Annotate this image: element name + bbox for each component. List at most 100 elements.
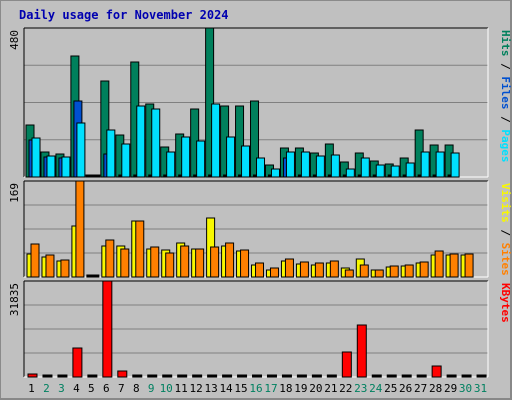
x-tick-label-day-24: 24 xyxy=(369,382,383,395)
bar-kbytes-kbytes-day-29 xyxy=(446,374,457,378)
bar-hits-files-pages-pages-day-12 xyxy=(196,140,206,178)
x-tick-label-day-20: 20 xyxy=(309,382,322,395)
bar-hits-files-pages-pages-day-4 xyxy=(76,122,86,178)
bar-visits-sites-sites-day-5 xyxy=(90,274,100,278)
legend-separator: / xyxy=(499,223,512,243)
bar-kbytes-kbytes-day-26 xyxy=(401,374,412,378)
bar-visits-sites-sites-day-27 xyxy=(419,261,429,278)
bar-visits-sites-sites-day-12 xyxy=(195,248,205,278)
bar-hits-files-pages-pages-day-5 xyxy=(91,174,101,178)
x-tick-label-day-28: 28 xyxy=(429,382,442,395)
bar-kbytes-kbytes-day-13 xyxy=(207,374,218,378)
legend-separator: / xyxy=(499,57,512,77)
x-tick-label-day-5: 5 xyxy=(88,382,95,395)
x-tick-label-day-30: 30 xyxy=(459,382,472,395)
bar-visits-sites-sites-day-11 xyxy=(180,245,190,278)
legend-hits: Hits xyxy=(499,30,512,57)
bar-kbytes-kbytes-day-12 xyxy=(192,374,203,378)
x-tick-label-day-19: 19 xyxy=(294,382,307,395)
bar-hits-files-pages-pages-day-19 xyxy=(300,151,310,178)
bar-hits-files-pages-pages-day-15 xyxy=(241,145,251,178)
bar-visits-sites-sites-day-4 xyxy=(75,180,85,278)
x-tick-label-day-3: 3 xyxy=(58,382,65,395)
chart-title: Daily usage for November 2024 xyxy=(19,8,229,22)
bar-hits-files-pages-pages-day-29 xyxy=(450,152,460,178)
bar-hits-files-pages-pages-day-16 xyxy=(256,157,266,178)
bar-kbytes-kbytes-day-2 xyxy=(42,374,53,378)
bar-hits-files-pages-pages-day-23 xyxy=(360,157,370,178)
panel-hits-files-pages-max-label: 480 xyxy=(8,30,21,50)
panel-hits-files-pages-legend: Hits / Files / Pages xyxy=(499,30,512,163)
bar-kbytes-kbytes-day-23 xyxy=(356,324,367,378)
bar-visits-sites-sites-day-21 xyxy=(329,260,339,278)
bar-kbytes-kbytes-day-6 xyxy=(102,280,113,378)
legend-files: Files xyxy=(499,76,512,109)
bar-kbytes-kbytes-day-18 xyxy=(281,374,292,378)
bar-kbytes-kbytes-day-4 xyxy=(72,347,83,378)
bar-visits-sites-sites-day-24 xyxy=(374,269,384,278)
x-tick-label-day-12: 12 xyxy=(190,382,203,395)
x-tick-label-day-29: 29 xyxy=(444,382,457,395)
x-tick-label-day-23: 23 xyxy=(354,382,367,395)
bar-hits-files-pages-pages-day-13 xyxy=(211,103,221,178)
x-tick-label-day-4: 4 xyxy=(73,382,80,395)
panel-kbytes-legend: KBytes xyxy=(499,283,512,323)
x-tick-label-day-1: 1 xyxy=(28,382,35,395)
legend-visits: Visits xyxy=(499,183,512,223)
bar-visits-sites-sites-day-14 xyxy=(225,242,235,278)
bar-kbytes-kbytes-day-31 xyxy=(476,374,487,378)
bar-hits-files-pages-pages-day-1 xyxy=(31,137,41,178)
bar-kbytes-kbytes-day-5 xyxy=(87,374,98,378)
x-tick-label-day-7: 7 xyxy=(118,382,125,395)
bar-kbytes-kbytes-day-1 xyxy=(27,373,38,378)
panel-kbytes-max-label: 31835 xyxy=(8,283,21,316)
x-tick-label-day-31: 31 xyxy=(474,382,487,395)
bar-hits-files-pages-pages-day-14 xyxy=(226,136,236,178)
bar-hits-files-pages-pages-day-25 xyxy=(390,165,400,178)
frame-shadow-right xyxy=(510,0,512,400)
panel-visits-sites-legend: Visits / Sites xyxy=(499,183,512,276)
x-tick-label-day-18: 18 xyxy=(279,382,292,395)
x-tick-label-day-10: 10 xyxy=(160,382,173,395)
x-tick-label-day-2: 2 xyxy=(43,382,50,395)
bar-visits-sites-sites-day-25 xyxy=(389,265,399,278)
bar-hits-files-pages-pages-day-18 xyxy=(285,151,295,178)
bar-hits-files-pages-pages-day-24 xyxy=(375,164,385,178)
x-tick-label-day-25: 25 xyxy=(384,382,397,395)
bar-visits-sites-sites-day-23 xyxy=(359,264,369,278)
bar-visits-sites-sites-day-26 xyxy=(404,264,414,278)
bar-visits-sites-sites-day-8 xyxy=(135,220,145,278)
bar-kbytes-kbytes-day-17 xyxy=(266,374,277,378)
bar-hits-files-pages-pages-day-8 xyxy=(136,105,146,178)
x-tick-label-day-22: 22 xyxy=(339,382,352,395)
bar-kbytes-kbytes-day-7 xyxy=(117,370,128,378)
x-tick-label-day-13: 13 xyxy=(204,382,217,395)
bar-hits-files-pages-pages-day-20 xyxy=(315,155,325,178)
bar-visits-sites-sites-day-30 xyxy=(464,253,474,278)
bar-kbytes-kbytes-day-28 xyxy=(431,365,442,378)
bar-hits-files-pages-pages-day-27 xyxy=(420,151,430,178)
bar-kbytes-kbytes-day-14 xyxy=(222,374,233,378)
x-tick-label-day-11: 11 xyxy=(175,382,188,395)
bar-visits-sites-sites-day-28 xyxy=(434,250,444,278)
bar-kbytes-kbytes-day-10 xyxy=(162,374,173,378)
bar-hits-files-pages-pages-day-17 xyxy=(270,168,280,178)
bar-kbytes-kbytes-day-3 xyxy=(57,374,68,378)
bar-kbytes-kbytes-day-16 xyxy=(252,374,263,378)
bar-visits-sites-sites-day-3 xyxy=(60,259,70,278)
bar-visits-sites-sites-day-15 xyxy=(240,249,250,278)
bar-kbytes-kbytes-day-11 xyxy=(177,374,188,378)
x-tick-label-day-27: 27 xyxy=(414,382,427,395)
bar-kbytes-kbytes-day-24 xyxy=(371,374,382,378)
legend-pages: Pages xyxy=(499,129,512,162)
bar-visits-sites-sites-day-9 xyxy=(150,246,160,278)
bar-hits-files-pages-pages-day-21 xyxy=(330,154,340,178)
bar-kbytes-kbytes-day-15 xyxy=(237,374,248,378)
bar-visits-sites-sites-day-20 xyxy=(314,262,324,278)
bar-kbytes-kbytes-day-30 xyxy=(461,374,472,378)
bar-visits-sites-sites-day-22 xyxy=(344,269,354,278)
bar-hits-files-pages-pages-day-28 xyxy=(435,151,445,178)
x-tick-label-day-26: 26 xyxy=(399,382,412,395)
legend-sites: Sites xyxy=(499,243,512,276)
